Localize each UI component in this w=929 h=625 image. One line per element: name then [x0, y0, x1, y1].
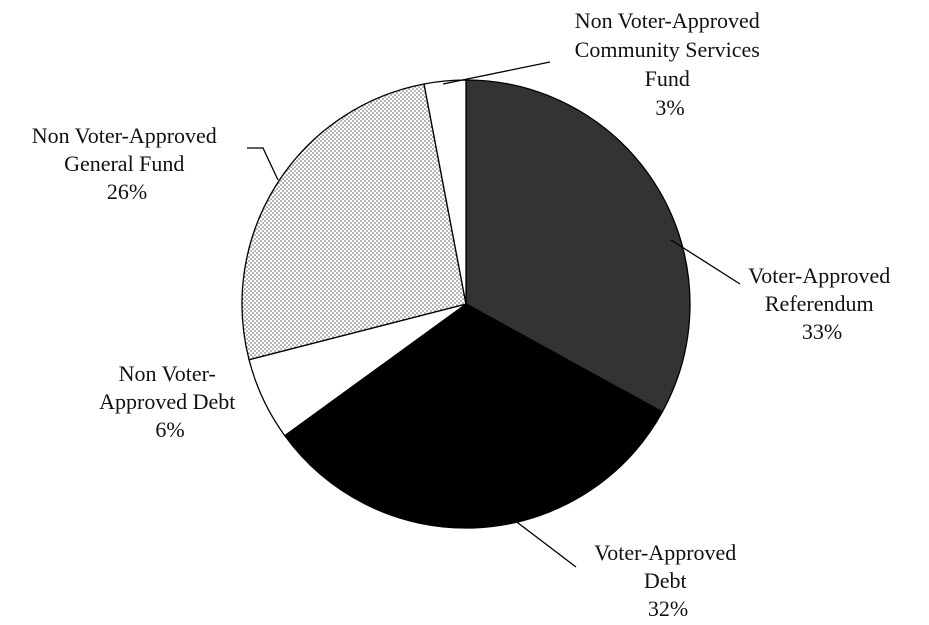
label-voter-approved-debt-percent: 32%	[648, 596, 688, 621]
label-general-fund-percent: 26%	[107, 179, 147, 204]
leader-line-community-services	[442, 61, 551, 85]
label-community-services-line-2: Community Services	[575, 37, 760, 62]
label-general-fund: Non Voter-Approved General Fund 26%	[32, 123, 223, 204]
label-non-voter-approved-debt: Non Voter- Approved Debt 6%	[99, 361, 241, 442]
label-community-services-percent: 3%	[655, 95, 684, 120]
pie-slice-community-services	[423, 79, 467, 305]
label-voter-approved-debt: Voter-Approved Debt 32%	[594, 540, 742, 621]
label-voter-approved-debt-line-1: Voter-Approved	[594, 540, 736, 565]
pie-slice-general-fund	[241, 83, 467, 361]
pie-slice-voter-approved-debt	[283, 303, 664, 529]
label-general-fund-line-2: General Fund	[64, 151, 184, 176]
label-community-services-line-1: Non Voter-Approved	[575, 8, 760, 33]
pie-slice-referendum	[465, 79, 691, 413]
label-community-services: Non Voter-Approved Community Services Fu…	[575, 8, 766, 120]
label-referendum: Voter-Approved Referendum 33%	[748, 263, 896, 344]
leader-line-general-fund	[247, 147, 279, 181]
leader-line-referendum	[670, 239, 741, 285]
pie-slices	[241, 79, 691, 529]
label-general-fund-line-1: Non Voter-Approved	[32, 123, 217, 148]
label-community-services-line-3: Fund	[645, 66, 690, 91]
label-referendum-percent: 33%	[802, 319, 842, 344]
label-non-voter-approved-debt-line-1: Non Voter-	[119, 361, 216, 386]
label-voter-approved-debt-line-2: Debt	[644, 568, 687, 593]
leader-line-voter-approved-debt	[504, 512, 577, 568]
label-referendum-line-1: Voter-Approved	[748, 263, 890, 288]
label-non-voter-approved-debt-line-2: Approved Debt	[99, 389, 235, 414]
label-non-voter-approved-debt-percent: 6%	[155, 417, 184, 442]
label-referendum-line-2: Referendum	[765, 291, 874, 316]
